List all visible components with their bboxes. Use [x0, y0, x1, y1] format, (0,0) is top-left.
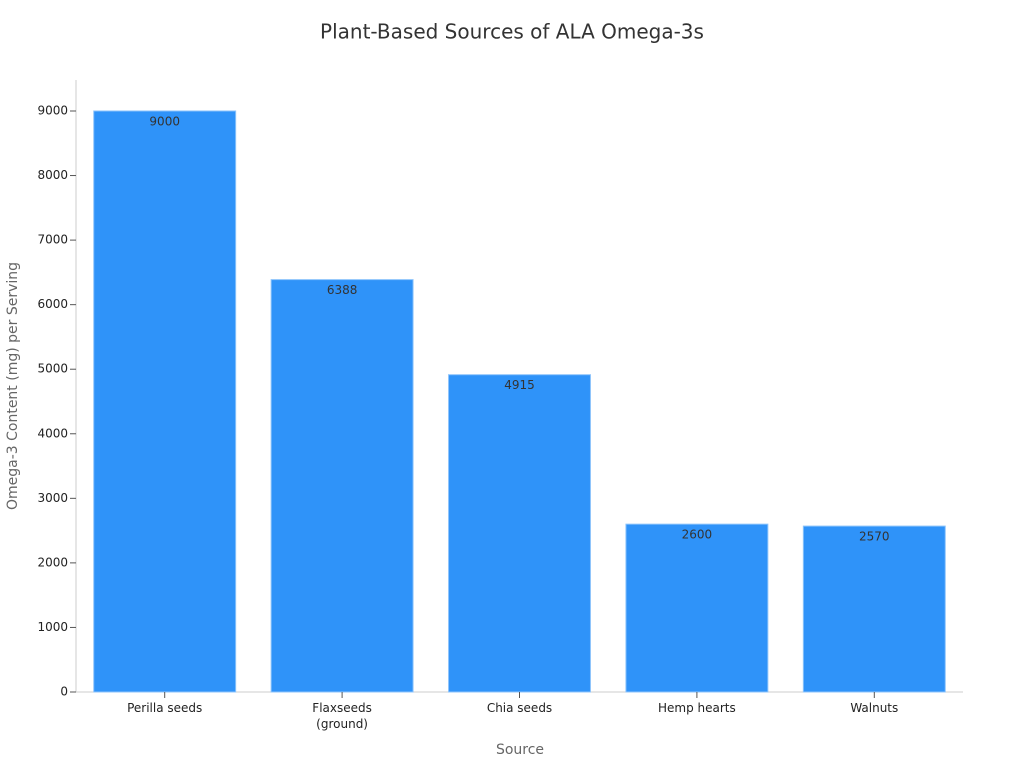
y-tick-label: 3000 — [37, 491, 68, 505]
x-tick-label: Walnuts — [850, 701, 899, 715]
y-tick-label: 5000 — [37, 362, 68, 376]
x-tick-label: Hemp hearts — [658, 701, 736, 715]
value-label: 4915 — [504, 378, 535, 392]
bar — [625, 523, 769, 693]
x-tick-label: Perilla seeds — [127, 701, 203, 715]
x-axis-label: Source — [496, 742, 544, 758]
y-tick-label: 6000 — [37, 297, 68, 311]
y-tick-label: 8000 — [37, 168, 68, 182]
chart-title: Plant-Based Sources of ALA Omega-3s — [320, 20, 704, 44]
bar — [93, 110, 237, 693]
value-label: 2570 — [859, 530, 890, 544]
x-tick-label: Flaxseeds (ground) — [312, 701, 372, 731]
y-tick-label: 4000 — [37, 426, 68, 440]
y-tick-label: 2000 — [37, 555, 68, 569]
x-tick-label: Chia seeds — [486, 701, 553, 715]
value-label: 9000 — [149, 114, 180, 128]
y-tick-label: 0 — [60, 685, 68, 699]
y-tick-label: 9000 — [37, 103, 68, 117]
bar — [802, 525, 946, 693]
value-label: 6388 — [327, 283, 358, 297]
y-tick-label: 1000 — [37, 620, 68, 634]
y-axis-label: Omega-3 Content (mg) per Serving — [5, 262, 21, 510]
y-tick-label: 7000 — [37, 233, 68, 247]
bar — [270, 279, 414, 693]
bar — [448, 374, 591, 693]
value-label: 2600 — [682, 528, 713, 542]
